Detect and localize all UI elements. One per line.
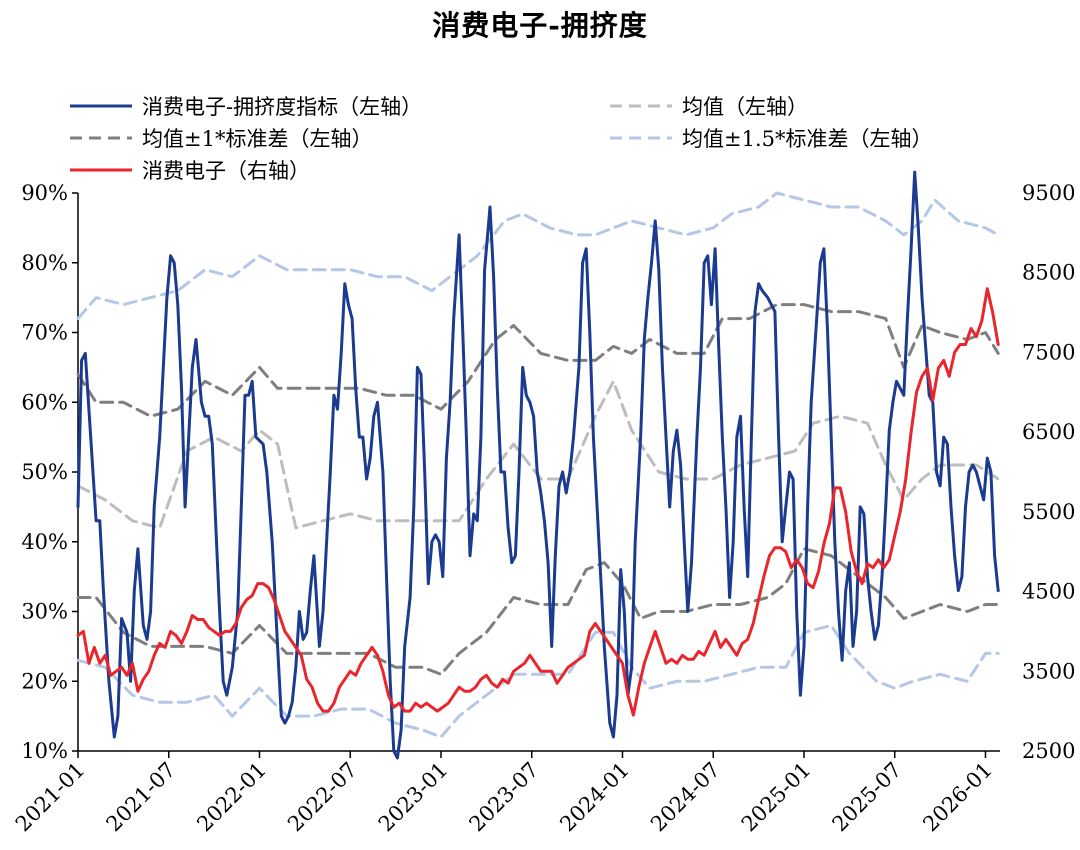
series-line-5 [76, 624, 1000, 739]
y-left-tick-label: 30% [21, 600, 68, 624]
y-right-tick-label: 7500 [1022, 340, 1075, 364]
x-tick-label: 2026-01 [918, 758, 997, 837]
chart-title: 消费电子-拥挤度 [432, 9, 648, 42]
legend-label: 消费电子-拥挤度指标（左轴） [142, 95, 423, 119]
y-right-tick-label: 3500 [1022, 659, 1075, 683]
y-right-tick-label: 6500 [1022, 420, 1075, 444]
y-right-tick-label: 9500 [1022, 181, 1075, 205]
x-tick-label: 2024-07 [646, 758, 725, 837]
x-tick-label: 2022-07 [283, 758, 362, 837]
y-left-tick-label: 50% [21, 460, 68, 484]
legend-label: 均值±1.5*标准差（左轴） [682, 127, 933, 151]
x-tick-label: 2022-01 [192, 758, 271, 837]
y-left-tick-label: 60% [21, 390, 68, 414]
y-right-tick-label: 5500 [1022, 500, 1075, 524]
legend-swatch [70, 104, 132, 108]
y-right-tick-label: 8500 [1022, 261, 1075, 285]
x-tick-label: 2021-01 [11, 758, 90, 837]
y-left-tick-label: 20% [21, 669, 68, 693]
y-left-tick-label: 70% [21, 321, 68, 345]
y-right-tick-label: 4500 [1022, 580, 1075, 604]
legend-swatch [70, 168, 132, 172]
legend-swatch [610, 136, 672, 140]
legend-item-consumer-electronics: 消费电子（右轴） [70, 156, 310, 184]
legend-item-mean: 均值（左轴） [610, 92, 808, 120]
series-line-0 [76, 170, 1000, 760]
legend-swatch [70, 136, 132, 140]
legend-label: 均值±1*标准差（左轴） [142, 127, 373, 151]
y-left-tick-label: 40% [21, 530, 68, 554]
x-tick-label: 2024-01 [555, 758, 634, 837]
y-left-tick-label: 90% [21, 181, 68, 205]
series-line-6 [76, 287, 1000, 717]
legend-item-mean-1sd: 均值±1*标准差（左轴） [70, 124, 372, 152]
x-tick-label: 2023-01 [374, 758, 453, 837]
x-tick-label: 2021-07 [102, 758, 181, 837]
series-line-2 [76, 303, 1000, 418]
series-line-3 [76, 547, 1000, 676]
series-line-4 [76, 191, 1000, 321]
y-right-tick-label: 2500 [1022, 739, 1075, 763]
y-left-tick-label: 80% [21, 251, 68, 275]
x-tick-label: 2025-07 [828, 758, 907, 837]
legend-item-mean-1-5sd: 均值±1.5*标准差（左轴） [610, 124, 933, 152]
legend-label: 均值（左轴） [682, 95, 808, 119]
legend-swatch [610, 104, 672, 108]
series-lines [76, 170, 1000, 760]
legend-item-crowding-index: 消费电子-拥挤度指标（左轴） [70, 92, 422, 120]
x-tick-label: 2023-07 [465, 758, 544, 837]
legend-label: 消费电子（右轴） [142, 159, 310, 183]
y-left-tick-label: 10% [21, 739, 68, 763]
x-tick-label: 2025-01 [737, 758, 816, 837]
